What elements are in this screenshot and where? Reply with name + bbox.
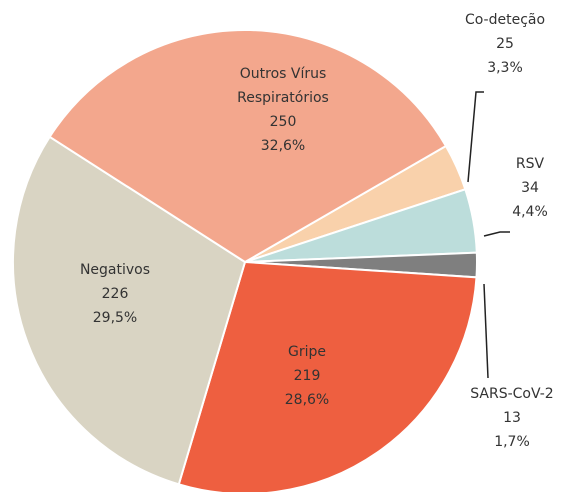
slice-count: 13 [503,410,521,426]
slice-label: Co-deteção 25 3,3% [435,8,566,80]
slice-share: 3,3% [487,60,523,76]
slice-label: Gripe 219 28,6% [237,340,377,412]
slice-label: SARS-CoV-2 13 1,7% [442,382,566,454]
slice-name: Negativos [79,262,151,278]
slice-label: Negativos 226 29,5% [45,258,185,330]
slice-label: RSV 34 4,4% [460,152,566,224]
slice-count: 34 [521,180,539,196]
slice-name: Outros Vírus Respiratórios [237,66,329,106]
slice-count: 250 [269,114,297,130]
slice-name: Gripe [288,344,326,360]
slice-count: 219 [293,368,321,384]
leader-line [483,283,489,379]
pie-slice [48,29,448,264]
slice-share: 1,7% [494,434,530,450]
slice-count: 25 [496,36,514,52]
slice-share: 29,5% [92,310,138,326]
slice-share: 4,4% [512,204,548,220]
slice-name: RSV [515,156,545,172]
slice-share: 28,6% [284,392,330,408]
leader-line [483,231,510,237]
pie-slice [177,260,478,492]
slice-label: Outros Vírus Respiratórios 250 32,6% [218,62,348,158]
slice-count: 226 [101,286,129,302]
slice-name: Co-deteção [464,12,546,28]
slice-name: SARS-CoV-2 [470,386,554,402]
slice-share: 32,6% [260,138,306,154]
pie-slice [12,135,247,486]
leader-line [467,91,484,183]
